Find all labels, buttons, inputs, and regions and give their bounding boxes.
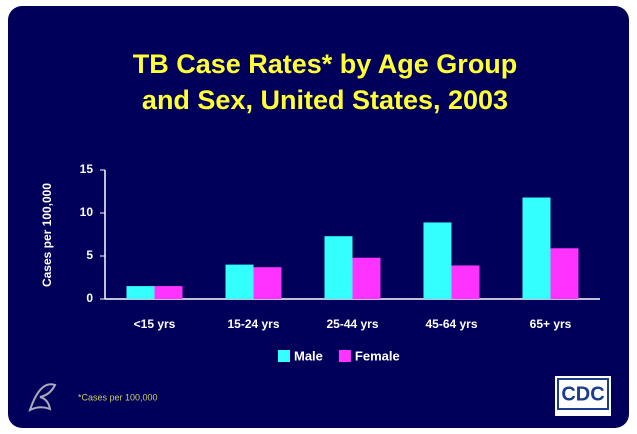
bar bbox=[154, 286, 183, 299]
bar bbox=[225, 264, 254, 299]
chart-title: and Sex, United States, 2003 bbox=[142, 85, 508, 115]
legend-swatch bbox=[338, 350, 351, 362]
slide-background bbox=[8, 6, 629, 428]
logo-frame bbox=[557, 378, 609, 410]
bar bbox=[352, 257, 381, 299]
x-tick-label: <15 yrs bbox=[134, 317, 176, 331]
bar bbox=[522, 197, 551, 299]
bar bbox=[126, 286, 155, 299]
bar bbox=[423, 222, 452, 299]
x-tick-label: 15-24 yrs bbox=[227, 317, 279, 331]
y-tick-label: 15 bbox=[80, 162, 94, 176]
bar bbox=[451, 265, 480, 299]
cdc-logo: CDC bbox=[555, 376, 611, 416]
x-tick-label: 25-44 yrs bbox=[326, 317, 378, 331]
bar bbox=[324, 236, 353, 299]
y-tick-label: 0 bbox=[86, 291, 93, 305]
legend-label: Male bbox=[294, 348, 323, 363]
hhs-emblem bbox=[28, 383, 57, 412]
y-tick-label: 5 bbox=[86, 248, 93, 262]
legend-label: Female bbox=[355, 348, 400, 363]
x-tick-label: 65+ yrs bbox=[530, 317, 572, 331]
emblem-shape bbox=[28, 383, 57, 412]
logo-text: CDC bbox=[561, 383, 604, 405]
bar bbox=[550, 248, 579, 299]
x-tick-label: 45-64 yrs bbox=[425, 317, 477, 331]
y-tick-label: 10 bbox=[80, 205, 94, 219]
legend-swatch bbox=[278, 350, 290, 362]
y-axis-label: Cases per 100,000 bbox=[40, 183, 54, 287]
footnote: *Cases per 100,000 bbox=[78, 392, 158, 402]
bar bbox=[253, 267, 282, 299]
chart-title: TB Case Rates* by Age Group bbox=[133, 49, 518, 79]
